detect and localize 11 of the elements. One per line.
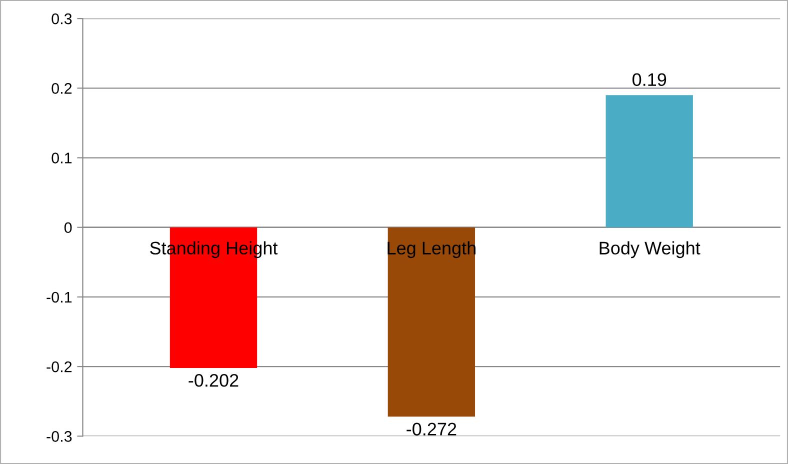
x-tick-label: Body Weight bbox=[600, 241, 700, 258]
data-label: 0.19 bbox=[632, 73, 666, 86]
y-tick-label: 0.1 bbox=[52, 152, 72, 164]
y-tick-label: 0.3 bbox=[52, 13, 72, 24]
y-tick-label: 0 bbox=[64, 222, 72, 234]
data-label: -0.272 bbox=[406, 422, 456, 436]
y-tick-label: 0.2 bbox=[52, 83, 72, 94]
y-tick-label: -0.1 bbox=[46, 292, 72, 303]
y-tick-label: -0.3 bbox=[46, 431, 72, 442]
y-tick-label: -0.2 bbox=[46, 361, 72, 372]
data-label: -0.202 bbox=[188, 374, 238, 387]
